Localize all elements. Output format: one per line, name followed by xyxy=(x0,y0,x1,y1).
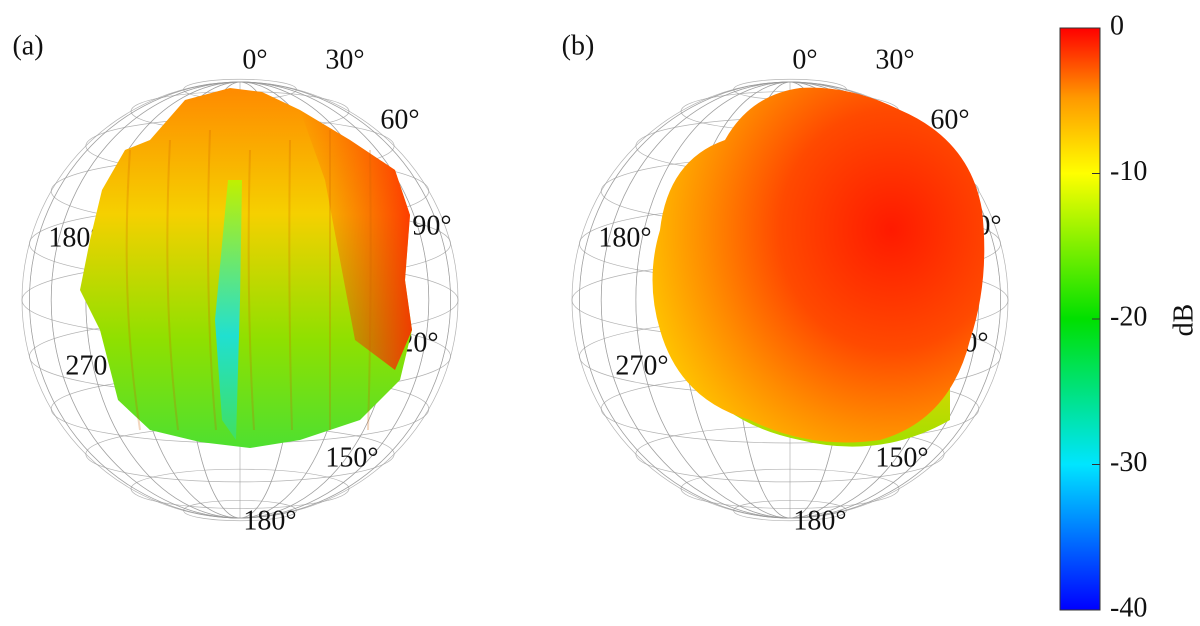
angle-label: 270° xyxy=(615,350,668,381)
colorbar-tick-label: -20 xyxy=(1110,301,1147,332)
angle-label: 180° xyxy=(243,505,296,536)
angle-label: 60° xyxy=(930,104,969,135)
meridian-line xyxy=(579,81,1001,519)
pattern-null xyxy=(215,180,242,440)
angle-label: 150° xyxy=(325,442,378,473)
pattern xyxy=(80,88,412,448)
pattern-lobe-edge xyxy=(125,149,141,431)
angle-label: 150° xyxy=(875,442,928,473)
panel-label: (a) xyxy=(12,30,43,61)
colorbar-label: dB xyxy=(1168,304,1199,337)
angle-label: 30° xyxy=(325,44,364,75)
colorbar-tick-label: -10 xyxy=(1110,156,1147,187)
pattern-red xyxy=(300,110,412,370)
colorbar-tick-label: -40 xyxy=(1110,592,1147,623)
pattern-lobe-edge xyxy=(207,129,217,431)
panel: (a) 0° 30°60°90°120°150°180°270°180° xyxy=(12,30,459,536)
pattern-lobe-edge xyxy=(166,139,179,431)
angle-label: 30° xyxy=(875,44,914,75)
panel: (b)0°30°60°90°120°150°180°270°180° xyxy=(562,30,1009,536)
angle-label: 60° xyxy=(380,104,419,135)
angle-label: 90° xyxy=(412,210,451,241)
latitude-line xyxy=(183,500,297,522)
pattern xyxy=(652,87,985,447)
pattern-surface xyxy=(652,87,985,443)
latitude-line xyxy=(680,468,900,509)
panel-label: (b) xyxy=(562,30,595,61)
panels: (a) 0° 30°60°90°120°150°180°270°180°(b) 0° 3… xyxy=(12,30,1009,536)
angle-label: 0° xyxy=(792,44,817,75)
latitude-line xyxy=(130,468,350,509)
pattern-lobe-edge xyxy=(247,149,255,431)
colorbar-tick-label: -30 xyxy=(1110,447,1147,478)
angle-label: 0° xyxy=(242,44,267,75)
pattern-lobe-edge xyxy=(367,149,372,431)
angle-label: 180° xyxy=(793,505,846,536)
meridian-line xyxy=(29,81,451,519)
latitude-line xyxy=(733,500,847,522)
pattern-lobe-edge xyxy=(288,139,293,431)
angle-label: 180° xyxy=(598,222,651,253)
colorbar-tick-label: 0 xyxy=(1110,10,1124,41)
